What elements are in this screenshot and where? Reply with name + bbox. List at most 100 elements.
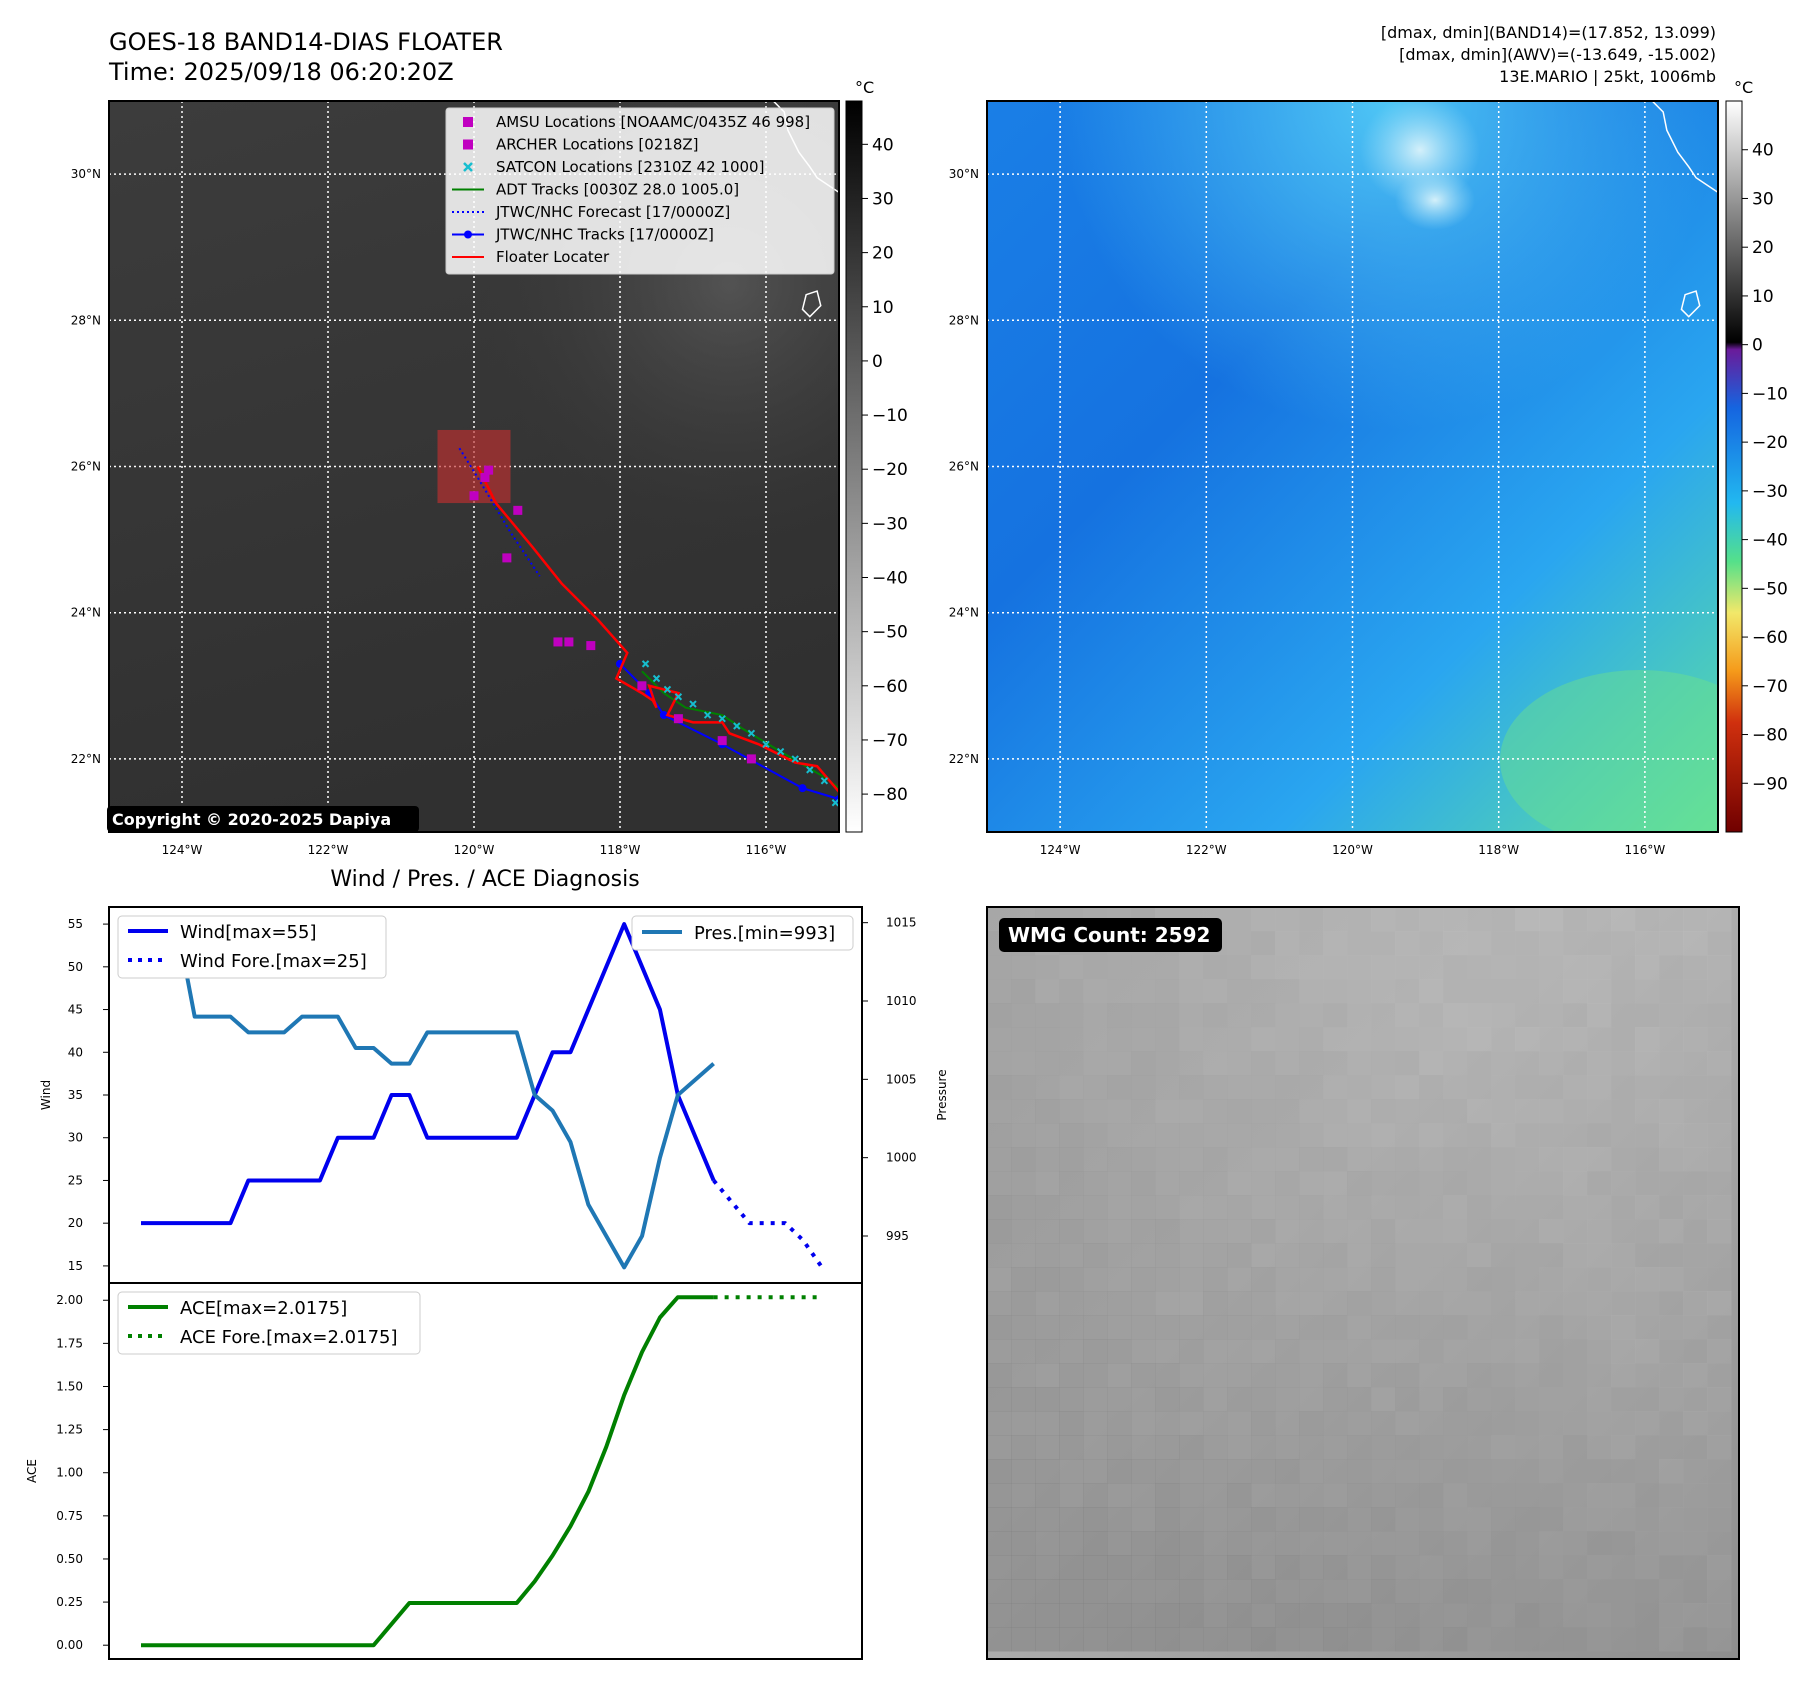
- wmg-cell: [1467, 1171, 1492, 1196]
- wmg-cell: [1107, 1123, 1132, 1148]
- wmg-cell: [1659, 1315, 1684, 1340]
- wmg-cell: [1323, 1075, 1348, 1100]
- wmg-cell: [1203, 1363, 1228, 1388]
- wmg-cell: [1419, 907, 1444, 932]
- wmg-cell: [1443, 1003, 1468, 1028]
- wmg-cell: [1179, 1435, 1204, 1460]
- wmg-cell: [1299, 1267, 1324, 1292]
- wmg-cell: [1251, 1027, 1276, 1052]
- wmg-cell: [1467, 1219, 1492, 1244]
- wmg-cell: [1107, 1147, 1132, 1172]
- wmg-cell: [1275, 1531, 1300, 1556]
- wmg-cell: [1323, 1147, 1348, 1172]
- wmg-cell: [1083, 1243, 1108, 1268]
- wmg-cell: [1683, 1027, 1708, 1052]
- colorbar-tick-label: −20: [872, 460, 908, 480]
- wmg-cell: [1035, 1027, 1060, 1052]
- wmg-cell: [1419, 1267, 1444, 1292]
- wmg-cell: [1611, 1075, 1636, 1100]
- wmg-cell: [987, 1387, 1012, 1412]
- wmg-cell: [1635, 979, 1660, 1004]
- wmg-cell: [1419, 1411, 1444, 1436]
- wmg-cell: [1203, 1531, 1228, 1556]
- legend-label: JTWC/NHC Tracks [17/0000Z]: [495, 226, 714, 244]
- wmg-cell: [1107, 1363, 1132, 1388]
- wmg-cell: [1659, 1267, 1684, 1292]
- wmg-cell: [1275, 1291, 1300, 1316]
- wind-forecast-line: [712, 1179, 823, 1268]
- wmg-cell: [1467, 1267, 1492, 1292]
- wmg-cell: [1707, 1027, 1732, 1052]
- wmg-cell: [1563, 1579, 1588, 1604]
- satcon-point: [776, 747, 785, 756]
- amsu-point: [717, 736, 727, 746]
- wmg-cell: [1203, 1195, 1228, 1220]
- wmg-cell: [1179, 1411, 1204, 1436]
- wmg-cell: [1371, 1411, 1396, 1436]
- wmg-cell: [1563, 1219, 1588, 1244]
- wmg-cell: [1227, 1003, 1252, 1028]
- wmg-cell: [987, 1123, 1012, 1148]
- wmg-cell: [1659, 1435, 1684, 1460]
- wmg-cell: [1683, 1123, 1708, 1148]
- amsu-point: [564, 637, 574, 647]
- wmg-cell: [1611, 1147, 1636, 1172]
- wmg-cell: [1155, 1219, 1180, 1244]
- wmg-cell: [1179, 1171, 1204, 1196]
- wmg-cell: [1659, 1171, 1684, 1196]
- wmg-cell: [1563, 1243, 1588, 1268]
- wmg-cell: [1467, 1075, 1492, 1100]
- wmg-cell: [1323, 907, 1348, 932]
- wmg-cell: [1467, 1579, 1492, 1604]
- wmg-cell: [1635, 955, 1660, 980]
- wmg-cell: [987, 1483, 1012, 1508]
- wmg-cell: [1467, 1435, 1492, 1460]
- wmg-cell: [1083, 1027, 1108, 1052]
- wmg-cell: [1539, 907, 1564, 932]
- wmg-cell: [1059, 1099, 1084, 1124]
- wmg-cell: [1251, 1267, 1276, 1292]
- wmg-cell: [1491, 1507, 1516, 1532]
- wmg-cell: [1371, 1579, 1396, 1604]
- wmg-cell: [1299, 1219, 1324, 1244]
- ace-ytick-label: 2.00: [56, 1293, 83, 1307]
- wmg-cell: [1707, 1483, 1732, 1508]
- wmg-cell: [1203, 1291, 1228, 1316]
- wmg-cell: [1155, 1291, 1180, 1316]
- wmg-cell: [1155, 1027, 1180, 1052]
- wmg-cell: [1275, 1507, 1300, 1532]
- wmg-cell: [1563, 1051, 1588, 1076]
- wmg-cell: [1347, 1507, 1372, 1532]
- wmg-cell: [1419, 1291, 1444, 1316]
- wmg-cell: [1491, 1579, 1516, 1604]
- wmg-cell: [1587, 1507, 1612, 1532]
- wmg-cell: [1707, 1387, 1732, 1412]
- wmg-cell: [1539, 1171, 1564, 1196]
- wmg-cell: [1299, 1243, 1324, 1268]
- amsu-point: [502, 553, 512, 563]
- wmg-cell: [1515, 1411, 1540, 1436]
- wmg-cell: [1323, 1291, 1348, 1316]
- legend-marker-square: [463, 117, 473, 127]
- wmg-cell: [1347, 1267, 1372, 1292]
- wmg-cell: [1275, 1411, 1300, 1436]
- wmg-cell: [1035, 1315, 1060, 1340]
- wmg-cell: [1539, 1603, 1564, 1628]
- wmg-cell: [1347, 1603, 1372, 1628]
- wmg-cell: [1491, 1459, 1516, 1484]
- wmg-cell: [1371, 1459, 1396, 1484]
- wmg-cell: [1587, 1603, 1612, 1628]
- wmg-cell: [1611, 1315, 1636, 1340]
- wmg-cell: [1203, 1507, 1228, 1532]
- wmg-cell: [1587, 1147, 1612, 1172]
- colorbar-tick-label: −10: [1752, 384, 1788, 404]
- wmg-cell: [1563, 1531, 1588, 1556]
- wmg-cell: [1323, 1219, 1348, 1244]
- wmg-cell: [1299, 1075, 1324, 1100]
- wmg-cell: [1371, 1435, 1396, 1460]
- wmg-cell: [1419, 1195, 1444, 1220]
- wmg-cell: [1299, 1363, 1324, 1388]
- wmg-cell: [1059, 1195, 1084, 1220]
- lat-tick-label: 26°N: [949, 460, 979, 474]
- wmg-cell: [1491, 1363, 1516, 1388]
